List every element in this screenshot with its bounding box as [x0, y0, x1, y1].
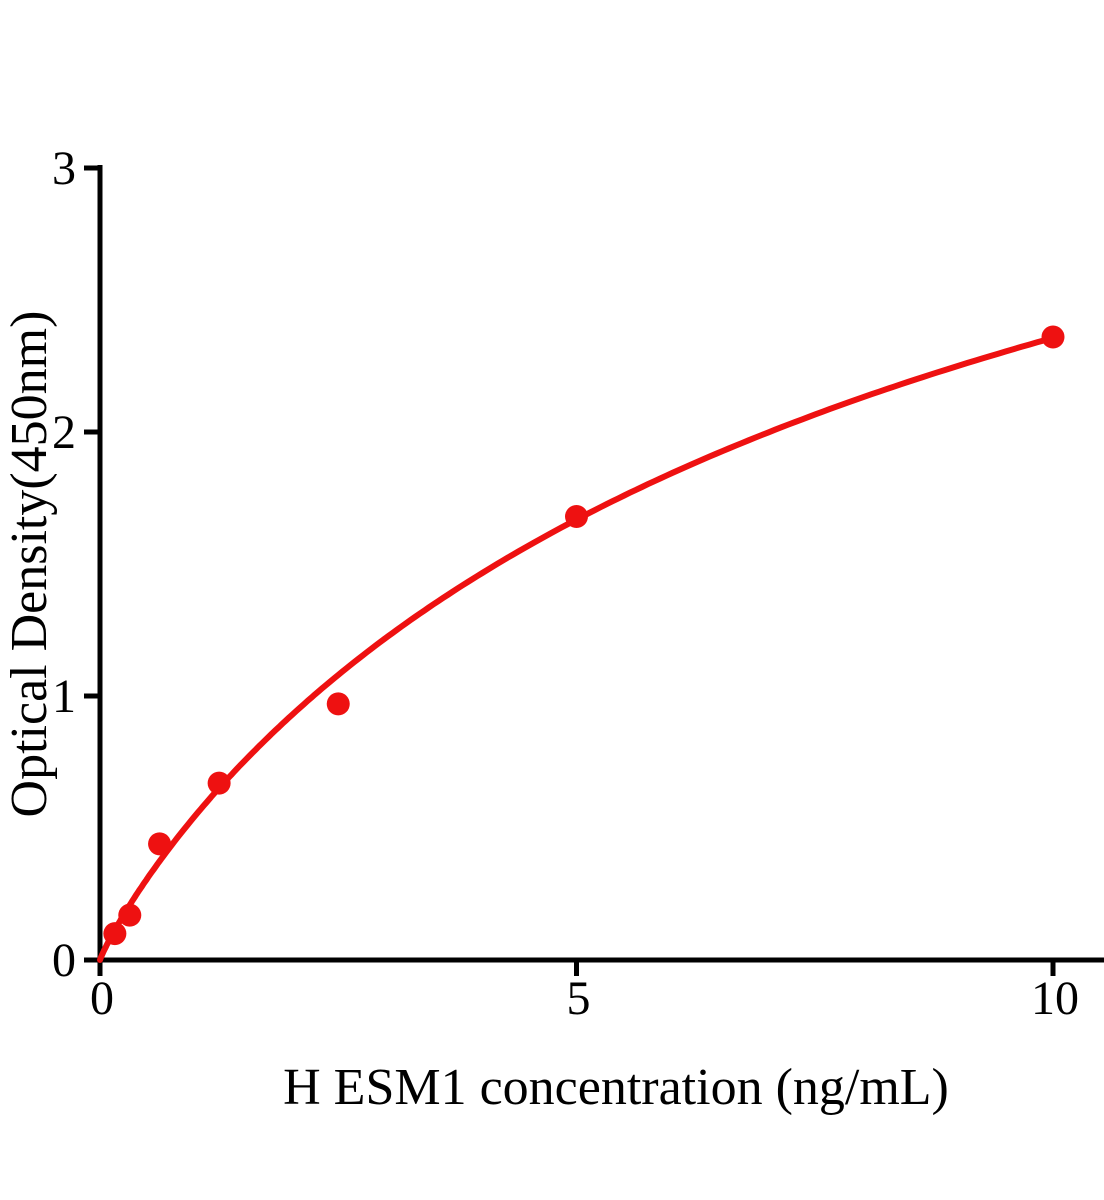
standard-curve-line [97, 334, 1056, 963]
y-axis-ticks: 0 1 2 3 [52, 142, 100, 987]
y-tick-label: 2 [52, 406, 76, 459]
data-point [118, 903, 142, 927]
data-point [103, 922, 127, 946]
data-point [207, 771, 231, 795]
x-axis-label: H ESM1 concentration (ng/mL) [283, 1059, 949, 1116]
y-axis-label: Optical Density(450nm) [1, 311, 58, 818]
data-points [103, 325, 1065, 946]
axes: 0 1 2 3 0 5 10 [52, 142, 1104, 1025]
x-axis-ticks: 0 5 10 [90, 960, 1079, 1025]
data-point [565, 504, 588, 528]
y-tick-label: 3 [52, 142, 76, 195]
data-point [148, 832, 172, 856]
data-point [326, 692, 350, 716]
y-tick-label: 1 [52, 670, 76, 723]
x-tick-label: 10 [1031, 972, 1079, 1025]
data-point [1041, 325, 1065, 349]
y-tick-label: 0 [52, 934, 76, 987]
x-tick-label: 5 [567, 972, 591, 1025]
x-tick-label: 0 [90, 972, 114, 1025]
